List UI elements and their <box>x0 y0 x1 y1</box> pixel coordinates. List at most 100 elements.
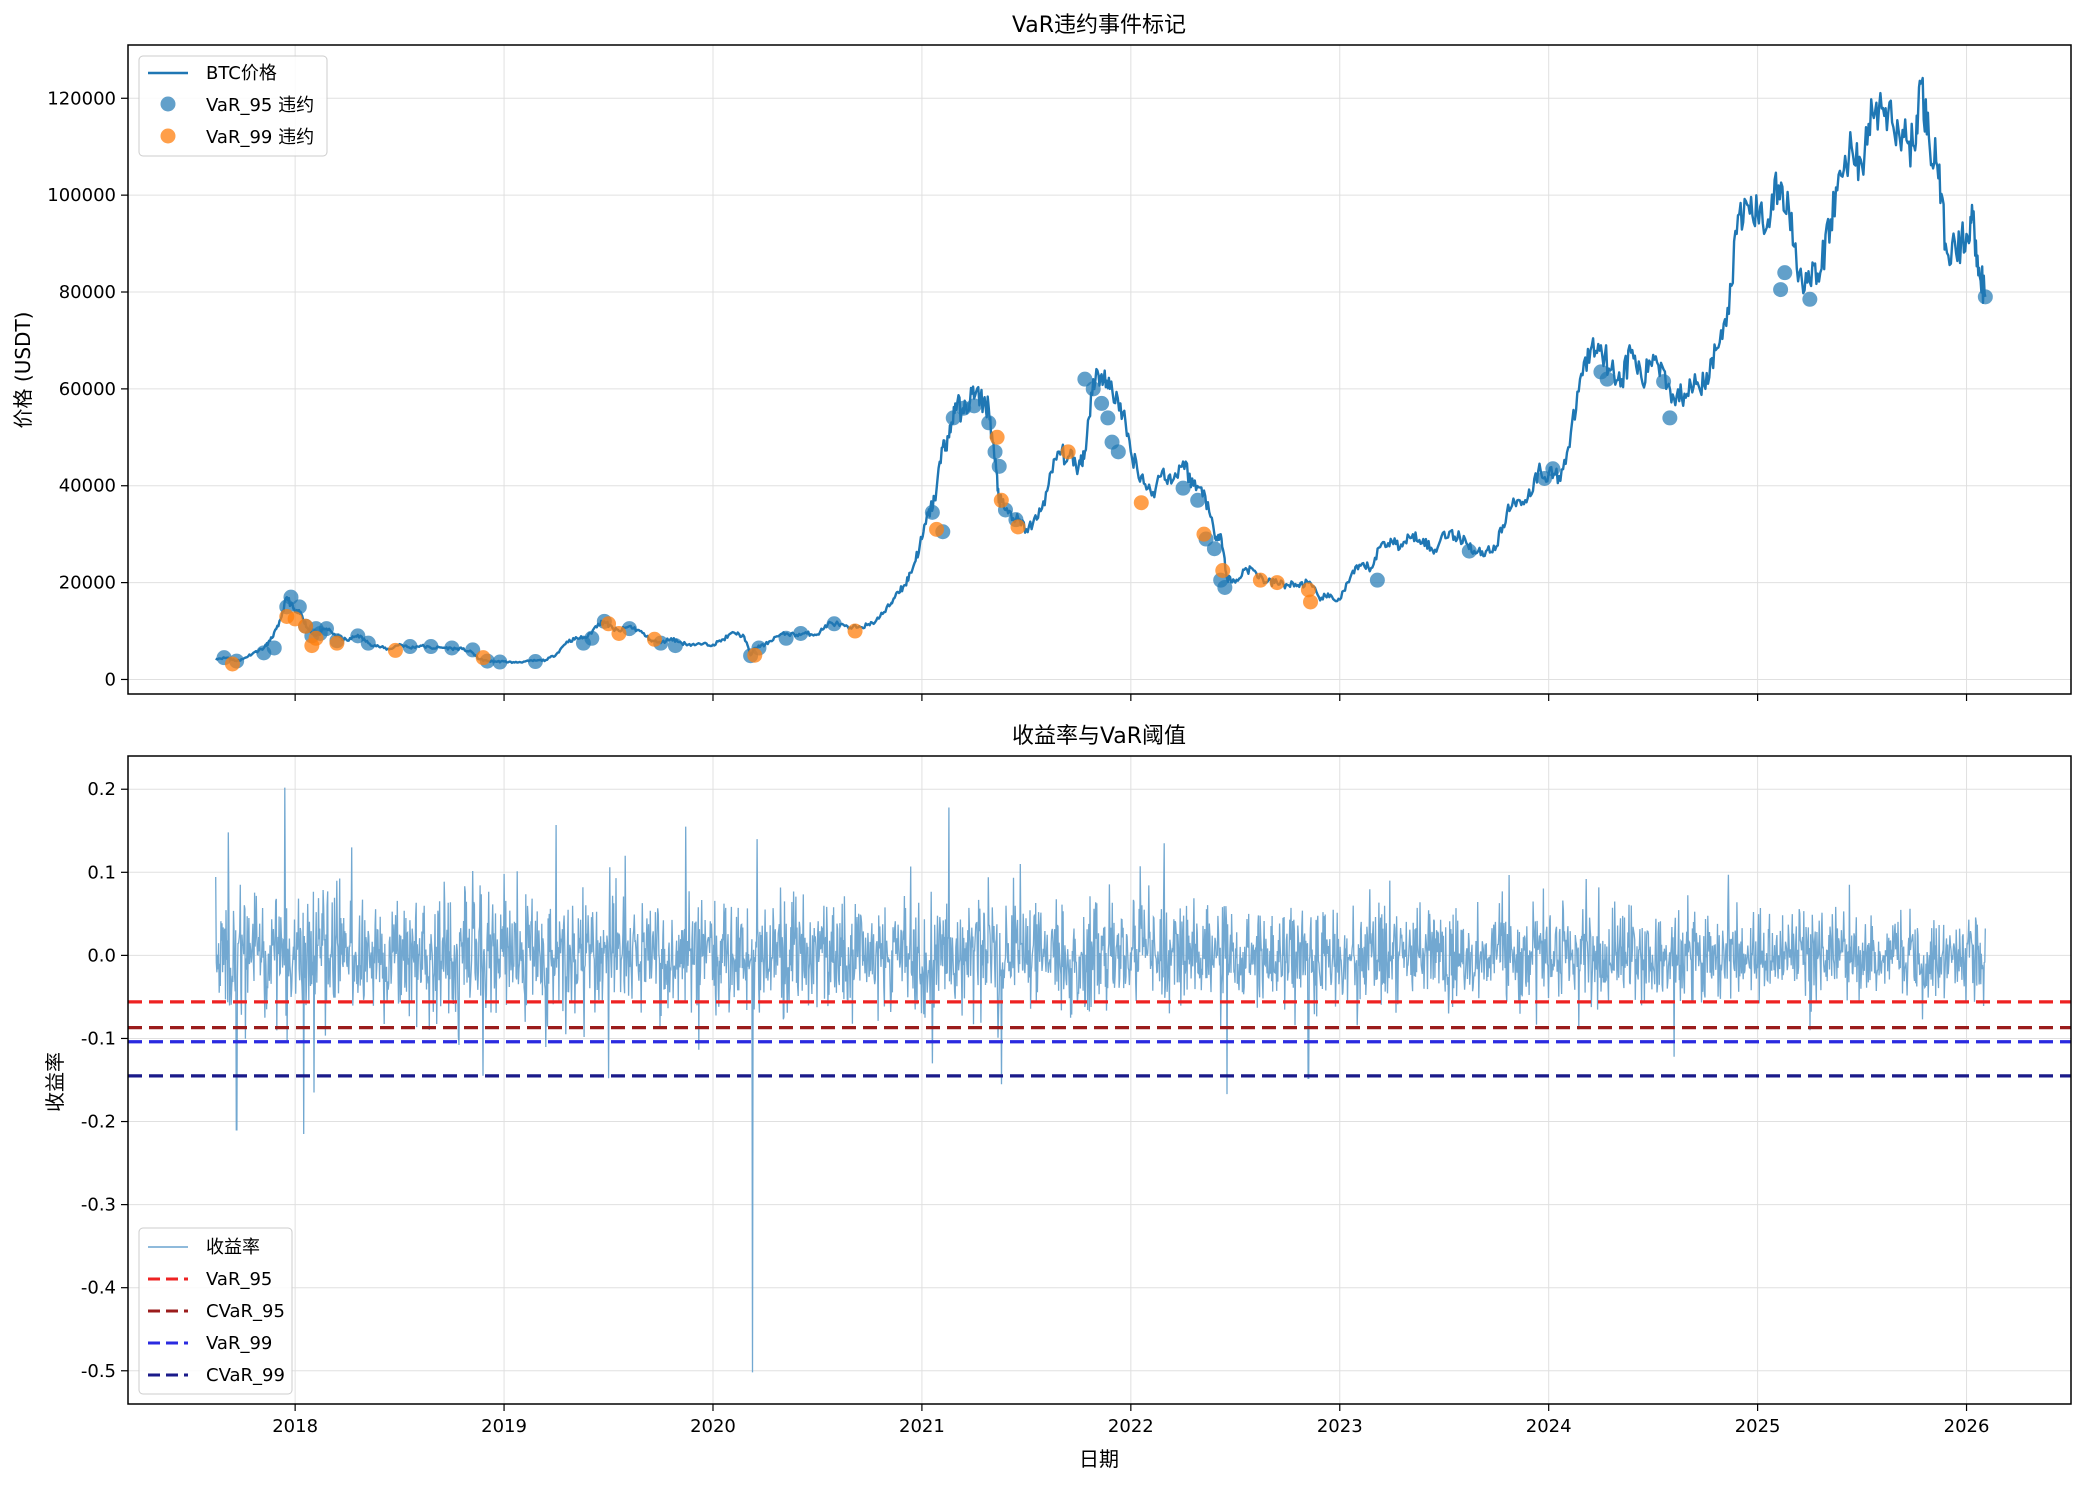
var99-breach-point <box>747 647 763 663</box>
y-tick-label: 20000 <box>59 573 116 594</box>
var99-breach-point <box>287 611 303 627</box>
var95-breach-point <box>1175 480 1191 496</box>
var95-breach-point <box>667 638 683 654</box>
price-plot-area <box>128 45 2071 694</box>
var95-breach-point <box>492 654 508 670</box>
var95-breach-point <box>1094 395 1110 411</box>
var99-breach-point <box>646 631 662 647</box>
legend-label: VaR_99 <box>206 1333 272 1354</box>
legend-swatch-var95 <box>160 96 176 112</box>
var95-breach-point <box>991 458 1007 474</box>
price-y-axis-label: 价格 (USDT) <box>11 312 35 429</box>
var99-breach-point <box>298 618 314 634</box>
var99-breach-point <box>1060 444 1076 460</box>
y-tick-label: 80000 <box>59 282 116 303</box>
price-data <box>215 76 1993 672</box>
var99-breach-point <box>1252 572 1268 588</box>
returns-grid <box>128 756 2071 1404</box>
var99-breach-point <box>329 635 345 651</box>
price-legend: BTC价格 VaR_95 违约 VaR_99 违约 <box>138 55 328 157</box>
var95-breach-point <box>945 410 961 426</box>
var95-breach-point <box>584 630 600 646</box>
legend-label: VaR_95 违约 <box>206 95 314 116</box>
var99-breach-point <box>611 625 627 641</box>
var95-breach-point <box>465 642 481 658</box>
var95-breach-point <box>1599 371 1615 387</box>
var99-breach-point <box>1300 582 1316 598</box>
legend-label: BTC价格 <box>206 63 277 84</box>
legend-box <box>138 55 328 157</box>
var95-breach-point <box>266 640 282 656</box>
var95-breach-point <box>444 640 460 656</box>
var95-breach-point <box>1777 265 1793 281</box>
var95-breach-point <box>924 504 940 520</box>
var99-breach-point <box>847 623 863 639</box>
x-tick-label: 2025 <box>1735 1416 1781 1437</box>
y-tick-label: 60000 <box>59 379 116 400</box>
var95-breach-point <box>1461 543 1477 559</box>
var95-breach-point <box>987 444 1003 460</box>
legend-label: VaR_99 违约 <box>206 127 314 148</box>
price-ticks: 0 20000 40000 60000 80000 100000 120000 <box>47 88 1968 701</box>
var95-breach-point <box>350 628 366 644</box>
returns-ticks: 2018 2019 2020 2021 2022 2023 2024 2025 2026 -0.5… <box>81 779 1990 1437</box>
x-tick-label: 2020 <box>690 1416 736 1437</box>
var95-breach-point <box>1206 541 1222 557</box>
returns-line <box>215 787 1986 1373</box>
var95-breach-point <box>1190 492 1206 508</box>
x-tick-label: 2019 <box>481 1416 527 1437</box>
var95-breach-point <box>1802 291 1818 307</box>
x-tick-label: 2021 <box>899 1416 945 1437</box>
var99-breach-point <box>929 521 945 537</box>
y-tick-label: -0.3 <box>81 1195 116 1216</box>
var95-breach-point <box>1537 470 1553 486</box>
y-tick-label: -0.2 <box>81 1112 116 1133</box>
var95-breach-point <box>360 635 376 651</box>
x-tick-label: 2022 <box>1108 1416 1154 1437</box>
y-tick-label: -0.1 <box>81 1028 116 1049</box>
x-tick-label: 2023 <box>1317 1416 1363 1437</box>
returns-chart-title: 收益率与VaR阈值 <box>1012 724 1186 749</box>
price-subplot: 0 20000 40000 60000 80000 100000 120000 VaR违约事… <box>11 13 2072 701</box>
var95-breach-point <box>1110 444 1126 460</box>
y-tick-label: 0.2 <box>87 779 116 800</box>
y-tick-label: 40000 <box>59 476 116 497</box>
y-tick-label: 0.1 <box>87 862 116 883</box>
var99-breach-point <box>308 630 324 646</box>
y-tick-label: -0.4 <box>81 1278 116 1299</box>
returns-plot-frame <box>127 755 2072 1405</box>
legend-swatch-var99 <box>160 128 176 144</box>
var95-breach-point <box>966 398 982 414</box>
var99-breach-point <box>387 642 403 658</box>
var99-breach-point <box>1303 594 1319 610</box>
y-tick-label: -0.5 <box>81 1361 116 1382</box>
var95-breach-point <box>1217 579 1233 595</box>
returns-plot-area <box>128 756 2071 1404</box>
var99-breach-point <box>993 492 1009 508</box>
legend-label: 收益率 <box>206 1237 260 1258</box>
var95-breach-point <box>527 654 543 670</box>
y-tick-label: 0 <box>105 669 116 690</box>
var95-breach-point <box>793 625 809 641</box>
var99-breach-point <box>1269 575 1285 591</box>
x-axis-label: 日期 <box>1079 1447 1119 1471</box>
x-tick-label: 2024 <box>1526 1416 1572 1437</box>
returns-data <box>128 787 2071 1373</box>
returns-subplot: 2018 2019 2020 2021 2022 2023 2024 2025 2026 -0.5… <box>43 724 2072 1471</box>
var95-breach-point <box>1545 461 1561 477</box>
var95-breach-point <box>423 639 439 655</box>
legend-label: CVaR_95 <box>206 1301 285 1322</box>
returns-y-axis-label: 收益率 <box>43 1052 67 1112</box>
returns-legend: 收益率 VaR_95 CVaR_95 VaR_99 CVaR_99 <box>138 1227 293 1395</box>
var95-breach-point <box>981 415 997 431</box>
var99-breach-point <box>1010 519 1026 535</box>
var95-breach-point <box>1369 572 1385 588</box>
var95-breach-point <box>1077 371 1093 387</box>
legend-box <box>138 1227 293 1395</box>
var95-breach-point <box>1085 381 1101 397</box>
var95-breach-point <box>1977 289 1993 305</box>
x-tick-label: 2026 <box>1944 1416 1990 1437</box>
var99-breach-point <box>1215 562 1231 578</box>
var95-breach-point <box>1773 282 1789 298</box>
